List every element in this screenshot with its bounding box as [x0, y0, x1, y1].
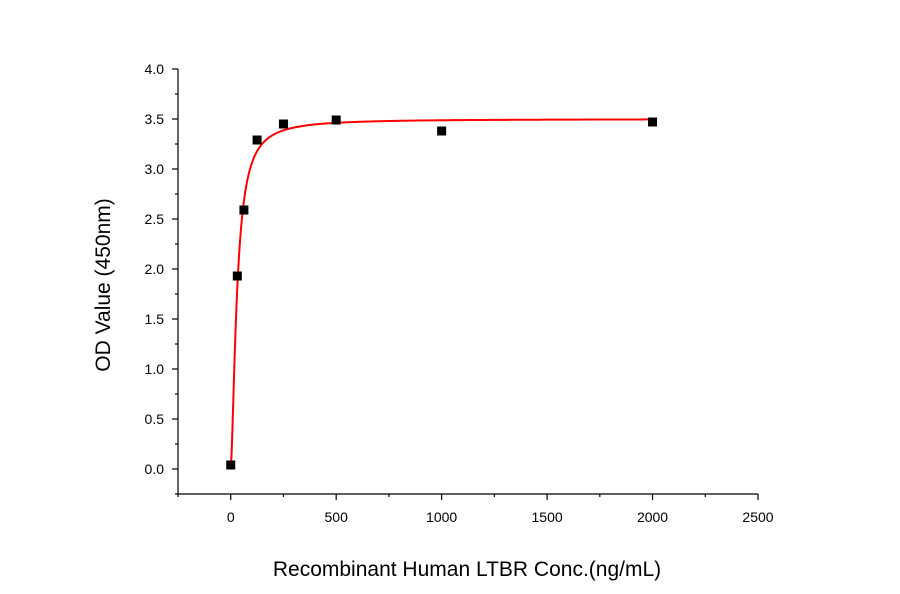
- y-tick-label: 3.0: [145, 161, 165, 177]
- x-axis-title: Recombinant Human LTBR Conc.(ng/mL): [273, 558, 661, 581]
- data-point: [226, 460, 236, 470]
- y-tick-label: 3.5: [145, 111, 165, 127]
- y-tick-label: 4.0: [145, 61, 165, 77]
- y-tick-label: 1.5: [145, 311, 165, 327]
- points-layer: [226, 115, 658, 470]
- y-tick-label: 0.5: [145, 411, 165, 427]
- x-tick-label: 2000: [637, 509, 668, 525]
- y-tick-label: 1.0: [145, 361, 165, 377]
- x-tick-label: 1000: [426, 509, 457, 525]
- data-point: [648, 117, 658, 127]
- data-point: [239, 205, 249, 215]
- y-tick-label: 2.5: [145, 211, 165, 227]
- axes: 0.0 0.5 1.0 1.5 2.0 2.5 3.0 3.5 4.0 0 500 1000 1500 2…: [145, 61, 774, 525]
- x-tick-label: 500: [325, 509, 349, 525]
- y-tick-label: 0.0: [145, 461, 165, 477]
- data-point: [331, 115, 341, 125]
- y-axis-title: OD Value (450nm): [92, 198, 115, 372]
- data-point: [232, 271, 242, 281]
- y-tick-label: 2.0: [145, 261, 165, 277]
- x-tick-label: 0: [227, 509, 235, 525]
- data-point: [252, 135, 262, 145]
- fit-curve: [229, 118, 653, 468]
- fit-layer: [229, 118, 653, 468]
- x-tick-label: 1500: [532, 509, 563, 525]
- x-tick-label: 2500: [742, 509, 773, 525]
- data-point: [437, 126, 447, 136]
- data-point: [278, 119, 288, 129]
